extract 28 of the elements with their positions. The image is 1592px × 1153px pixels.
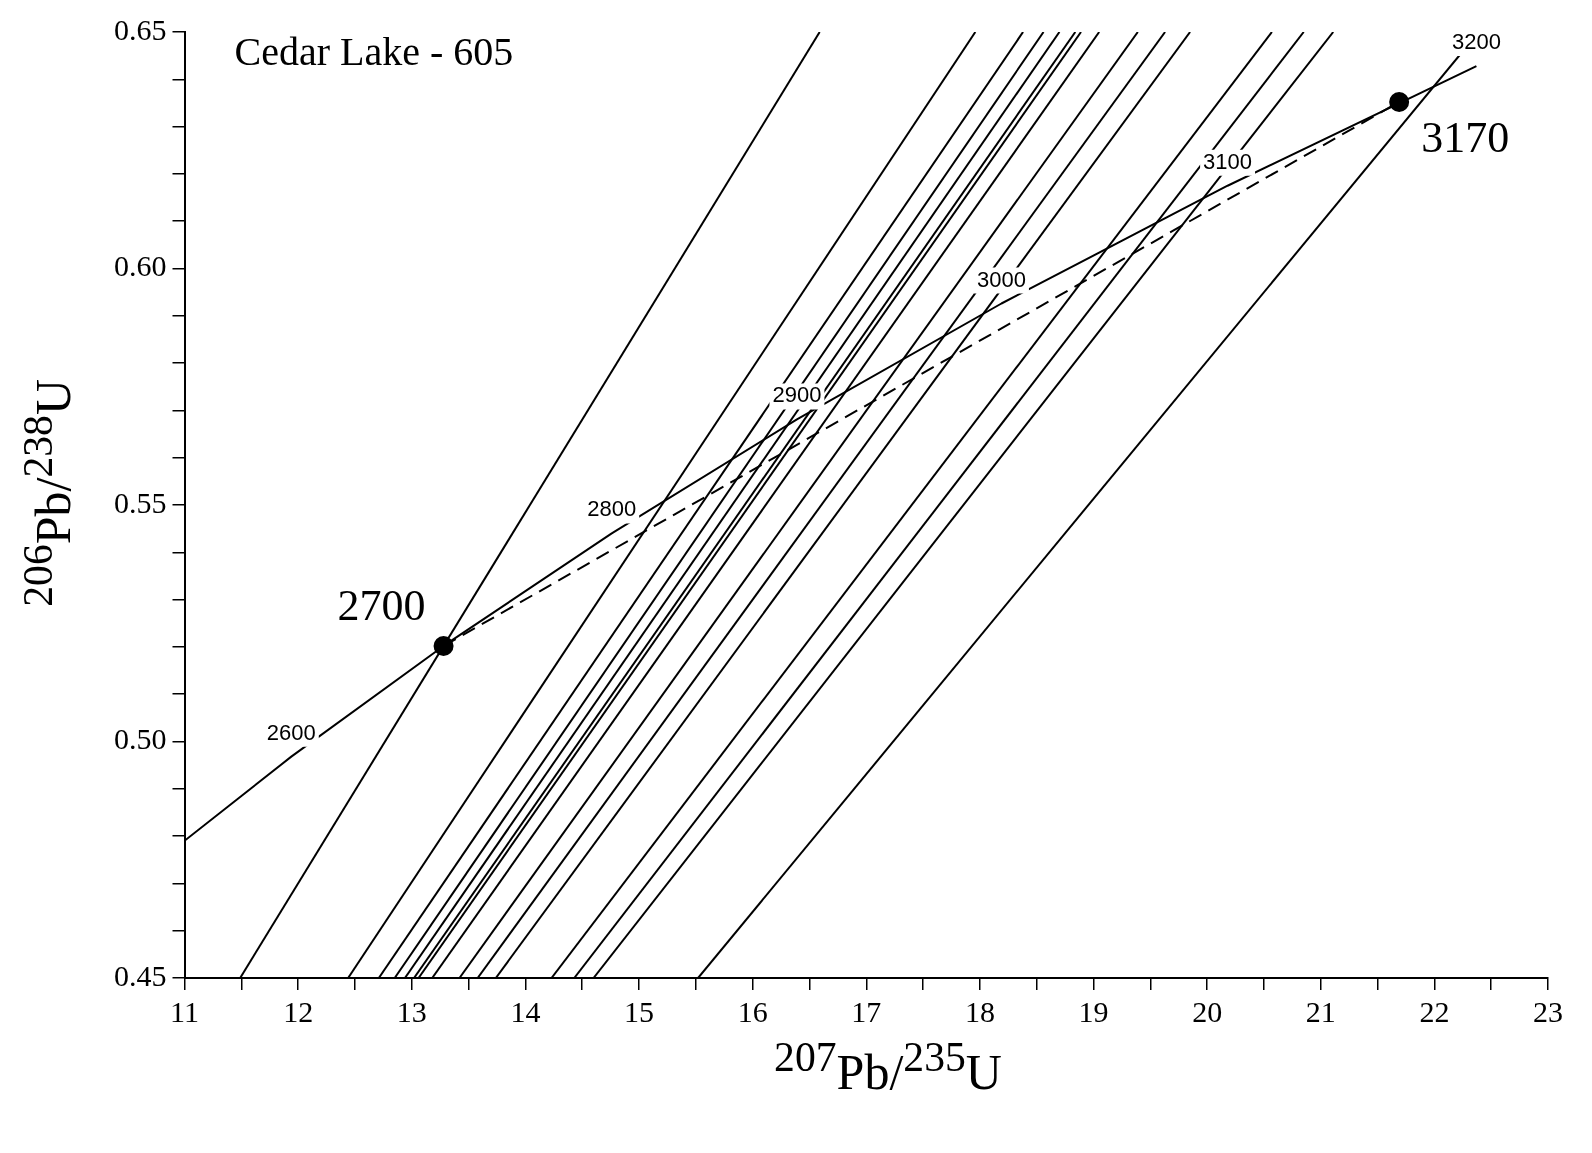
x-tick-label: 20: [1192, 994, 1223, 1028]
x-tick-label: 16: [737, 994, 768, 1028]
x-axis-title: $^{207}$Pb/$^{235}$U: [773, 1033, 1003, 1101]
y-tick-label: 0.60: [114, 249, 167, 283]
y-tick-label: 0.65: [114, 12, 167, 46]
x-tick-label: 14: [510, 994, 541, 1028]
annotation: 2900: [772, 382, 822, 408]
x-tick-label: 13: [396, 994, 427, 1028]
x-tick-label: 15: [624, 994, 654, 1028]
annotation: 3000: [976, 266, 1026, 292]
y-tick-label: 0.50: [114, 722, 167, 756]
x-tick-label: 18: [964, 994, 995, 1028]
x-tick-label: 19: [1078, 994, 1109, 1028]
y-tick-label: 0.55: [114, 485, 167, 519]
chart-title: Cedar Lake - 605: [234, 28, 514, 74]
y-tick-label: 0.45: [114, 958, 167, 992]
annotation: 3200: [1451, 29, 1501, 55]
x-tick-label: 23: [1533, 994, 1563, 1028]
annotation: 3100: [1203, 148, 1253, 174]
x-tick-label: 22: [1419, 994, 1450, 1028]
annotation: 2700: [337, 580, 426, 630]
annotation: 3170: [1421, 112, 1510, 162]
x-tick-label: 12: [283, 994, 314, 1028]
annotation: 2800: [587, 496, 637, 522]
x-tick-label: 11: [170, 994, 199, 1028]
annotation: 2600: [266, 719, 316, 745]
x-tick-label: 21: [1305, 994, 1336, 1028]
x-tick-label: 17: [851, 994, 882, 1028]
